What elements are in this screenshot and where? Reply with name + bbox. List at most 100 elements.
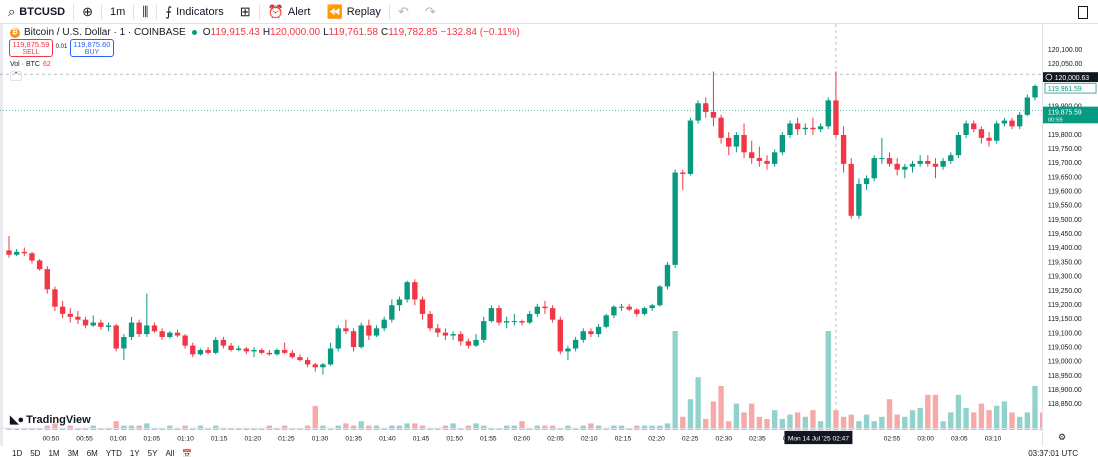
add-price-alert-icon (1045, 73, 1053, 81)
candle (871, 155, 877, 182)
candle-body (159, 331, 165, 337)
alert-label: Alert (287, 5, 311, 18)
candle (787, 120, 793, 138)
time-axis[interactable]: 00:50 00:55 01:00 01:05 01:10 01:15 01:20 01:25… (0, 428, 1042, 446)
price-axis[interactable]: 120,100.00120,050.00119,900.00119,800.00… (1042, 24, 1098, 446)
volume-bar (396, 425, 403, 430)
candle-body (695, 103, 701, 121)
chart-pane[interactable] (0, 24, 1042, 446)
collapse-legend-button[interactable]: ⌃ (10, 71, 22, 81)
calendar-icon[interactable]: 📅 (182, 449, 193, 457)
candle (190, 342, 196, 358)
candle-body (144, 325, 150, 335)
buy-label: BUY (84, 49, 100, 56)
redo-button[interactable]: ↷ (417, 0, 444, 24)
tradingview-logo[interactable]: ◣● TradingView (10, 413, 91, 427)
candle (213, 336, 219, 355)
axis-settings-icon[interactable]: ⚙ (1058, 432, 1067, 442)
high-price-tag (1044, 82, 1097, 94)
sell-button[interactable]: 119,875.59 SELL (9, 39, 53, 57)
chart-type-button[interactable]: ⫼ (134, 0, 156, 24)
volume-bar (366, 425, 372, 430)
candle-body (794, 123, 801, 130)
candle (909, 160, 916, 173)
buy-button[interactable]: 119,875.60 BUY (70, 39, 114, 57)
price-tick-label: 119,100.00 (1048, 330, 1082, 337)
add-circle-icon: ⊕ (82, 3, 94, 19)
interval-label: 1m (110, 5, 126, 18)
market-open-dot (191, 30, 197, 35)
candle-body (220, 339, 227, 346)
volume-bar (450, 423, 456, 430)
interval-button[interactable]: 1m (102, 0, 133, 24)
fullscreen-toggle-icon[interactable] (1078, 6, 1088, 19)
volume-bar (856, 421, 862, 430)
candle-body (243, 348, 250, 352)
undo-button[interactable]: ↶ (390, 0, 417, 24)
candle-body (756, 158, 763, 161)
time-tick-label: 01:25 (278, 435, 295, 442)
candle (274, 348, 280, 356)
range-5d[interactable]: 5D (30, 449, 41, 457)
range-1y[interactable]: 1Y (129, 449, 140, 457)
candle (1024, 94, 1031, 117)
candle-body (350, 331, 357, 348)
candle-body (511, 321, 518, 323)
candle-body (236, 348, 242, 350)
utc-clock[interactable]: 03:37:01 UTC (1028, 449, 1078, 457)
candle (848, 158, 854, 219)
candle-body (228, 345, 234, 350)
candle (1001, 117, 1008, 127)
ohlc-change-value: −132.84 (−0.11%) (440, 27, 520, 38)
range-1m[interactable]: 1M (48, 449, 60, 457)
candle-body (542, 306, 548, 309)
compare-button[interactable]: ⊕ (74, 0, 101, 24)
volume-layer (6, 331, 1042, 430)
symbol-legend[interactable]: ₿ Bitcoin / U.S. Dollar · 1 · COINBASE O… (10, 27, 523, 38)
candle (258, 348, 265, 355)
candle (794, 117, 801, 135)
candle-body (13, 251, 20, 255)
candle-body (634, 309, 640, 314)
alert-button[interactable]: ⏰ Alert (260, 0, 319, 24)
candle-body (90, 322, 96, 326)
crosshair-time-label: Mon 14 Jul '25 02:47 (788, 435, 849, 442)
candle (672, 169, 678, 268)
volume-bar (741, 412, 747, 430)
range-6m[interactable]: 6M (86, 449, 98, 457)
price-tick-label: 119,700.00 (1048, 160, 1082, 167)
candle (335, 325, 341, 352)
range-5y[interactable]: 5Y (147, 449, 158, 457)
volume-bar (419, 425, 426, 430)
symbol-search[interactable]: ⌕ BTCUSD (0, 0, 73, 24)
volume-bar (504, 425, 510, 430)
volume-bar (733, 403, 740, 430)
indicators-button[interactable]: ⨍ Indicators (157, 0, 231, 24)
layouts-button[interactable]: ⊞ (232, 0, 259, 24)
range-all[interactable]: All (165, 449, 175, 457)
candle (151, 322, 158, 333)
crosshair-price-tag (1043, 72, 1098, 82)
candle-body (67, 313, 73, 317)
candle (412, 279, 418, 306)
candle-body (595, 326, 602, 335)
volume-bar (1017, 416, 1023, 430)
candle (389, 299, 395, 323)
candle-body (136, 322, 142, 335)
volume-bar (1032, 386, 1038, 430)
candle-body (6, 250, 12, 255)
candle-body (917, 160, 923, 164)
candle (764, 155, 770, 170)
candle (572, 336, 579, 352)
crosshair-price-label: 120,000.63 (1055, 75, 1090, 82)
volume-bar (986, 410, 992, 430)
range-3m[interactable]: 3M (67, 449, 79, 457)
time-tick-label: 01:35 (345, 435, 362, 442)
range-1d[interactable]: 1D (12, 449, 23, 457)
volume-bar (335, 425, 341, 430)
replay-button[interactable]: ⏪ Replay (319, 0, 389, 24)
candle-body (488, 308, 495, 322)
volume-legend[interactable]: Vol · BTC 62 (10, 61, 51, 68)
candle (825, 97, 831, 130)
range-ytd[interactable]: YTD (105, 449, 122, 457)
